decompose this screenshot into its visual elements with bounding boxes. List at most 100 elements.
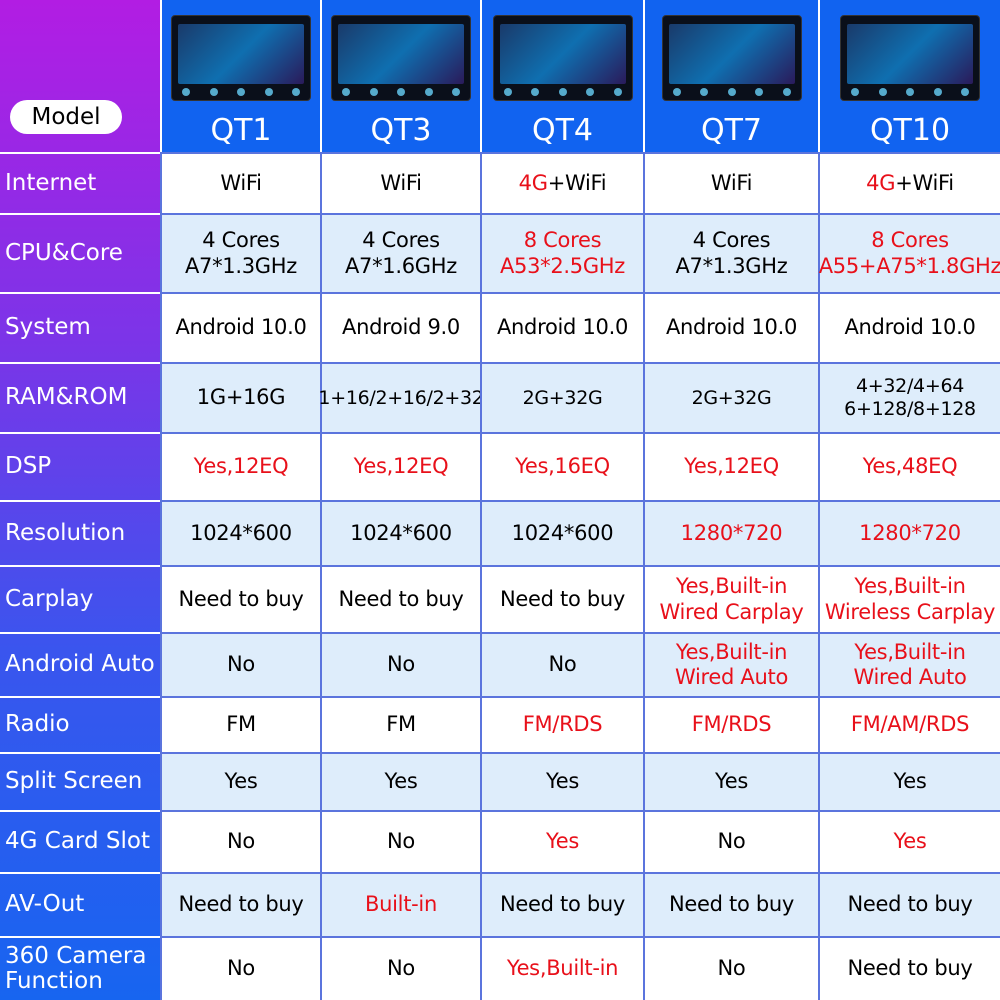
cell-text: Need to buy — [338, 586, 464, 611]
cell-text: 1280*720 — [680, 520, 783, 545]
cell-text: FM/RDS — [691, 712, 772, 737]
model-name: QT4 — [531, 113, 594, 148]
cell-text: +WiFi — [895, 170, 954, 195]
cell-line: 4 Cores — [693, 228, 771, 253]
app-icon — [700, 88, 708, 96]
cell-text: Android 9.0 — [342, 315, 460, 340]
app-icon — [209, 88, 218, 96]
table-cell: Need to buy — [160, 565, 320, 632]
head-unit-image — [840, 15, 980, 101]
app-icon — [727, 88, 736, 96]
table-cell: Android 10.0 — [643, 292, 818, 362]
table-cell: WiFi — [320, 152, 480, 213]
table-cell: No — [160, 936, 320, 1000]
cell-line: No — [387, 652, 415, 677]
cell-line: 4 Cores — [202, 228, 280, 253]
cell-line: Yes,48EQ — [863, 454, 958, 479]
cell-line: Need to buy — [178, 892, 303, 917]
cell-text: A7*1.6GHz — [344, 253, 457, 278]
screen-display — [338, 24, 464, 84]
app-icon — [906, 88, 914, 96]
cell-line: WiFi — [380, 171, 422, 196]
table-cell: No — [160, 632, 320, 696]
app-dock — [672, 88, 791, 96]
cell-text: Need to buy — [499, 892, 626, 917]
app-icon — [558, 88, 567, 96]
app-icon — [264, 88, 273, 96]
app-dock — [503, 88, 622, 96]
cell-line: Built-in — [365, 892, 437, 917]
table-cell: Need to buy — [480, 872, 643, 936]
cell-line: 1280*720 — [681, 521, 783, 546]
cell-text: No — [387, 829, 415, 854]
cell-line: A7*1.6GHz — [345, 254, 457, 279]
cell-text: No — [717, 956, 746, 981]
table-cell: Yes,Built-in Wired Auto — [818, 632, 1000, 696]
cell-line: 1024*600 — [350, 521, 452, 546]
cell-text: +WiFi — [547, 170, 607, 195]
table-cell: Yes — [480, 810, 643, 872]
table-cell: 1+16/2+16/2+32 — [318, 362, 484, 432]
cell-text: Yes,48EQ — [862, 454, 958, 479]
table-cell: FM — [320, 696, 480, 752]
cell-text: Yes — [715, 769, 748, 794]
cell-line: Wired Carplay — [660, 600, 804, 625]
cell-line: 8 Cores — [871, 228, 949, 253]
row-label: DSP — [0, 432, 160, 500]
cell-line: Yes — [894, 769, 927, 794]
table-cell: Need to buy — [320, 565, 480, 632]
table-cell: Yes,Built-in — [480, 936, 643, 1000]
cell-line: 1024*600 — [512, 521, 614, 546]
cell-line: No — [549, 652, 577, 677]
table-cell: 1024*600 — [320, 500, 480, 565]
table-cell: Built-in — [320, 872, 480, 936]
cell-line: Yes — [894, 829, 927, 854]
table-cell: 2G+32G — [643, 362, 818, 432]
cell-line: 1+16/2+16/2+32 — [318, 387, 483, 410]
cell-line: Need to buy — [669, 892, 794, 917]
cell-text: Yes,12EQ — [353, 454, 449, 479]
cell-line: A53*2.5GHz — [500, 254, 625, 279]
cell-text: Need to buy — [178, 892, 304, 917]
cell-line: Yes,Built-in — [507, 956, 619, 981]
cell-text: Wireless Carplay — [824, 599, 996, 624]
cell-line: No — [227, 956, 255, 981]
table-cell: WiFi — [643, 152, 818, 213]
screen-display — [499, 24, 626, 84]
cell-line: Android 9.0 — [342, 315, 460, 340]
row-label: 360 Camera Function — [0, 936, 160, 1000]
app-icon — [292, 88, 300, 96]
table-cell: 1024*600 — [480, 500, 643, 565]
cell-text: 2G+32G — [691, 386, 772, 409]
cell-text: FM/RDS — [522, 712, 603, 737]
table-cell: 4G+WiFi — [818, 152, 1000, 213]
cell-line: Yes,Built-in — [675, 574, 788, 599]
row-label: RAM&ROM — [0, 362, 160, 432]
header-corner: Model — [0, 0, 160, 152]
cell-line: 1024*600 — [190, 521, 292, 546]
cell-line: No — [718, 829, 746, 854]
cell-text: Built-in — [365, 892, 437, 917]
cell-line: FM/RDS — [692, 712, 772, 737]
app-icon — [613, 88, 622, 96]
table-cell: Need to buy — [480, 565, 643, 632]
cell-text: Yes,Built-in — [675, 574, 788, 599]
cell-line: No — [227, 652, 255, 677]
cell-text: 4G — [866, 170, 896, 195]
cell-line: WiFi — [711, 171, 753, 196]
cell-text: Need to buy — [499, 586, 626, 611]
table-cell: 4 Cores A7*1.3GHz — [643, 213, 818, 292]
table-cell: No — [480, 632, 643, 696]
cell-line: 1G+16G — [197, 385, 286, 410]
row-label: Internet — [0, 152, 160, 213]
app-icon — [878, 88, 887, 96]
head-unit-image — [492, 15, 633, 101]
table-cell: Yes — [480, 752, 643, 810]
cell-text: 4 Cores — [362, 228, 440, 253]
cell-text: Yes,16EQ — [515, 454, 610, 479]
cell-text: A55+A75*1.8GHz — [818, 253, 1000, 278]
cell-text: A7*1.3GHz — [675, 253, 788, 278]
cell-text: 1280*720 — [859, 520, 961, 545]
cell-text: Wired Auto — [675, 665, 788, 689]
